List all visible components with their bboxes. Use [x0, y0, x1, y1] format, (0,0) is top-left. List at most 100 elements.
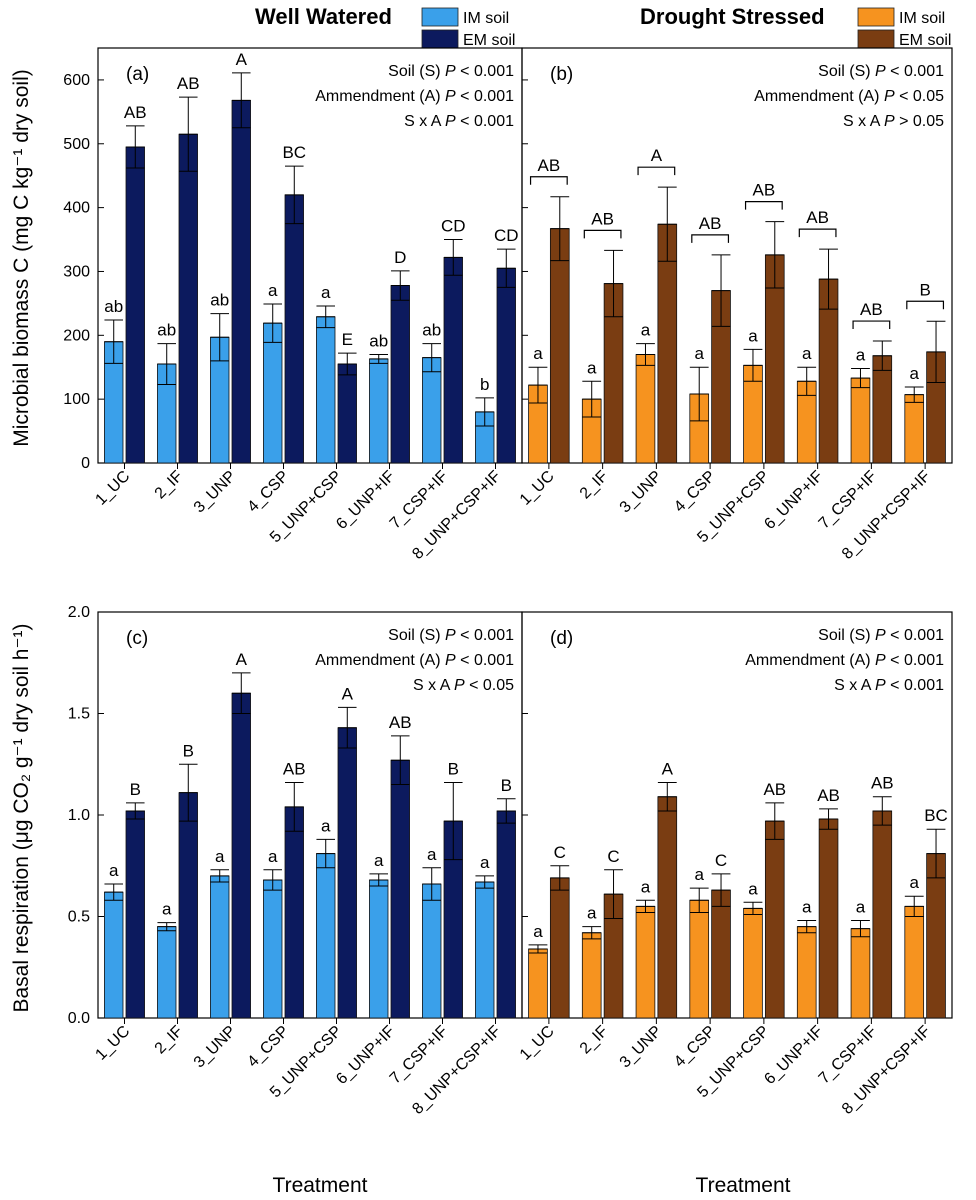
- x-category-label: 4_CSP: [671, 1023, 719, 1071]
- significance-letter: AB: [538, 156, 561, 175]
- bar: [231, 99, 251, 464]
- pair-bracket: [691, 234, 730, 243]
- bar: [496, 810, 516, 1019]
- pair-bracket: [798, 228, 837, 238]
- significance-letter: a: [215, 847, 225, 866]
- significance-letter: b: [480, 375, 489, 394]
- significance-letter: a: [109, 861, 119, 880]
- significance-letter: E: [342, 330, 353, 349]
- significance-letter: a: [802, 898, 812, 917]
- x-category-label: 2_IF: [577, 468, 612, 503]
- significance-letter: ab: [210, 291, 229, 310]
- y-tick-label: 0: [81, 455, 90, 472]
- bar: [635, 354, 656, 464]
- y-axis-title-biomass: Microbial biomass C (mg C kg⁻¹ dry soil): [10, 69, 33, 447]
- significance-letter: a: [748, 879, 758, 898]
- bar: [850, 928, 871, 1019]
- significance-letter: a: [856, 346, 866, 365]
- bar: [796, 926, 817, 1019]
- significance-letter: C: [554, 843, 566, 862]
- stat-line: Ammendment (A) P < 0.001: [745, 652, 944, 669]
- x-category-label: 1_UC: [517, 1023, 558, 1064]
- x-category-label: 2_IF: [152, 468, 187, 503]
- significance-letter: AB: [763, 780, 786, 799]
- bar: [157, 926, 177, 1019]
- bar: [369, 879, 389, 1019]
- significance-letter: a: [374, 851, 384, 870]
- bar: [263, 322, 283, 464]
- significance-letter: ab: [157, 321, 176, 340]
- x-category-label: 4_CSP: [244, 1023, 292, 1071]
- significance-letter: AB: [871, 774, 894, 793]
- condition-title-well-watered: Well Watered: [255, 4, 392, 29]
- y-tick-label: 400: [63, 200, 90, 217]
- y-tick-label: 1.0: [68, 807, 90, 824]
- y-tick-label: 300: [63, 263, 90, 280]
- significance-letter: a: [427, 845, 437, 864]
- panel-label: (b): [550, 64, 573, 85]
- x-category-label: 3_UNP: [617, 1023, 665, 1071]
- significance-letter: AB: [806, 208, 829, 227]
- significance-letter: a: [694, 344, 704, 363]
- y-tick-label: 200: [63, 327, 90, 344]
- bar: [496, 267, 516, 464]
- x-category-label: 2_IF: [152, 1023, 187, 1058]
- stat-line: Soil (S) P < 0.001: [818, 63, 944, 80]
- stat-line: S x A P < 0.001: [404, 113, 514, 130]
- significance-letter: AB: [283, 760, 306, 779]
- pair-bracket: [529, 176, 568, 185]
- stat-line: S x A P > 0.05: [843, 113, 944, 130]
- panel-label: (c): [126, 628, 148, 649]
- significance-letter: CD: [494, 226, 519, 245]
- stat-line: S x A P < 0.001: [834, 677, 944, 694]
- pair-bracket: [583, 229, 622, 239]
- stat-line: Soil (S) P < 0.001: [388, 627, 514, 644]
- bar: [818, 818, 839, 1019]
- significance-letter: AB: [753, 181, 776, 200]
- significance-letter: AB: [124, 103, 147, 122]
- significance-letter: A: [236, 50, 248, 69]
- bar: [284, 806, 304, 1019]
- bar: [263, 879, 283, 1019]
- stat-line: Ammendment (A) P < 0.001: [315, 88, 514, 105]
- significance-letter: a: [748, 326, 758, 345]
- stat-line: Soil (S) P < 0.001: [818, 627, 944, 644]
- bar: [764, 820, 785, 1019]
- significance-letter: AB: [591, 209, 614, 228]
- pair-bracket: [637, 166, 676, 176]
- panel-label: (a): [126, 64, 149, 85]
- bar: [689, 899, 710, 1019]
- significance-letter: A: [236, 650, 248, 669]
- bar: [872, 355, 893, 464]
- significance-letter: AB: [860, 300, 883, 319]
- legend-label-em-well-watered: EM soil: [463, 32, 515, 49]
- significance-letter: a: [533, 344, 543, 363]
- significance-letter: BC: [282, 143, 306, 162]
- significance-letter: a: [856, 898, 866, 917]
- x-category-label: 4_CSP: [671, 468, 719, 516]
- significance-letter: a: [268, 847, 278, 866]
- significance-letter: BC: [924, 806, 948, 825]
- bar: [549, 228, 570, 464]
- significance-letter: a: [321, 283, 331, 302]
- bar: [390, 759, 410, 1019]
- significance-letter: A: [342, 684, 354, 703]
- bar: [337, 363, 357, 464]
- bar: [125, 810, 145, 1019]
- significance-letter: a: [162, 900, 172, 919]
- significance-letter: B: [130, 780, 141, 799]
- x-category-label: 8_UNP+CSP+IF: [409, 1023, 504, 1118]
- y-tick-label: 600: [63, 72, 90, 89]
- bar: [104, 891, 124, 1019]
- bar: [657, 796, 678, 1019]
- pair-bracket: [852, 320, 891, 330]
- bar: [422, 357, 442, 464]
- significance-letter: a: [641, 877, 651, 896]
- x-category-label: 1_UC: [517, 468, 558, 509]
- panel-label: (d): [550, 628, 573, 649]
- significance-letter: A: [662, 760, 674, 779]
- bar: [872, 810, 893, 1019]
- y-tick-label: 1.5: [68, 706, 90, 723]
- significance-letter: B: [919, 280, 930, 299]
- significance-letter: CD: [441, 217, 466, 236]
